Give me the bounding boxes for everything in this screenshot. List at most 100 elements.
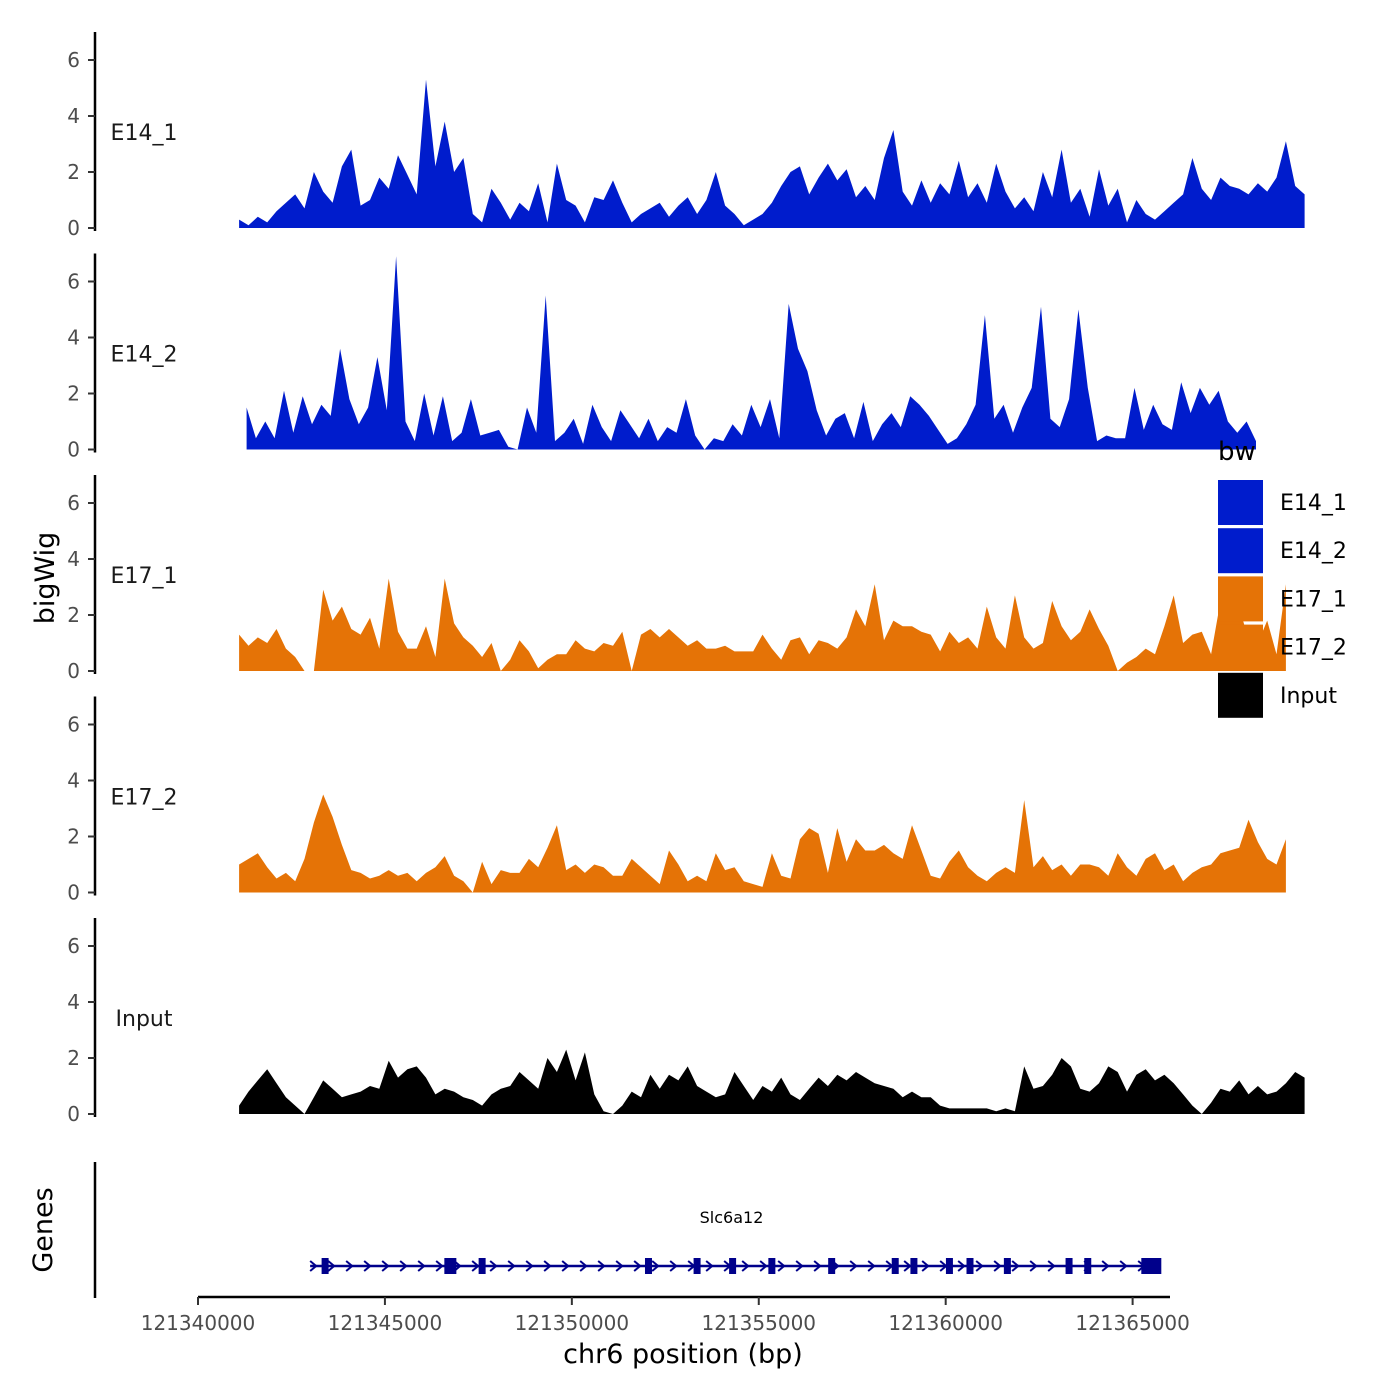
strand-arrow-icon: [777, 1260, 786, 1272]
strand-arrow-icon: [993, 1260, 1002, 1272]
legend-items: E14_1 E14_2 E17_1 E17_2 Input: [1218, 480, 1347, 718]
strand-arrow-icon: [543, 1260, 552, 1272]
track-label-input: Input: [116, 1007, 173, 1032]
x-tick-label: 121345000: [328, 1311, 443, 1335]
signal-area-e17-2: [239, 794, 1286, 893]
track-panel-e17-1: 0 2 4 6 E17_1: [67, 475, 1286, 683]
strand-arrow-icon: [435, 1260, 444, 1272]
gene-model-slc6a12: [309, 1258, 1162, 1274]
strand-arrow-icon: [345, 1260, 354, 1272]
legend-swatch-e14_2: [1218, 528, 1263, 574]
gene-exon: [966, 1258, 974, 1274]
strand-arrow-icon: [813, 1260, 822, 1272]
strand-arrow-icon: [597, 1260, 606, 1272]
y-tick-label: 6: [67, 48, 80, 72]
legend-swatch-e17_2: [1218, 624, 1263, 670]
track-panel-e14-2: 0 2 4 6 E14_2: [67, 253, 1257, 462]
y-tick-label: 6: [67, 713, 80, 737]
y-tick-label: 4: [67, 326, 80, 350]
strand-arrow-icon: [1029, 1260, 1038, 1272]
y-tick-label: 2: [67, 825, 80, 849]
strand-arrow-icon: [471, 1260, 480, 1272]
strand-arrow-icon: [1119, 1260, 1128, 1272]
strand-arrow-icon: [669, 1260, 678, 1272]
x-axis-ticks: 121340000 121345000 121350000 121355000 1213…: [141, 1297, 1190, 1335]
y-tick-label: 2: [67, 603, 80, 627]
gene-exon: [444, 1258, 457, 1274]
strand-arrow-icon: [975, 1260, 984, 1272]
gene-name-label: Slc6a12: [700, 1208, 764, 1227]
y-tick-label: 4: [67, 990, 80, 1014]
strand-arrow-icon: [507, 1260, 516, 1272]
y-tick-label: 6: [67, 270, 80, 294]
strand-arrow-icon: [867, 1260, 876, 1272]
x-axis: 121340000 121345000 121350000 121355000 1213…: [141, 1295, 1190, 1370]
gene-exon: [828, 1258, 836, 1274]
gene-exon: [1003, 1258, 1011, 1274]
legend-title: bw: [1218, 437, 1256, 467]
strand-arrow-icon: [633, 1260, 642, 1272]
strand-arrow-icon: [561, 1260, 570, 1272]
y-tick-label: 0: [67, 659, 80, 683]
x-tick-label: 121365000: [1075, 1311, 1190, 1335]
y-tick-label: 2: [67, 160, 80, 184]
genes-track: Genes Slc6a12: [28, 1162, 1162, 1298]
strand-arrow-icon: [957, 1260, 966, 1272]
gene-exon: [693, 1258, 701, 1274]
y-tick-label: 0: [67, 881, 80, 905]
strand-arrow-icon: [363, 1260, 372, 1272]
gene-exon: [1141, 1258, 1162, 1274]
track-panel-e17-2: 0 2 4 6 E17_2: [67, 696, 1286, 905]
y-tick-label: 4: [67, 104, 80, 128]
track-label-e14-1: E14_1: [111, 121, 178, 146]
strand-arrow-icon: [525, 1260, 534, 1272]
strand-arrow-icon: [903, 1260, 912, 1272]
strand-arrow-icon: [651, 1260, 660, 1272]
strand-arrow-icon: [579, 1260, 588, 1272]
gene-exon: [478, 1258, 486, 1274]
strand-arrow-icon: [921, 1260, 930, 1272]
y-tick-label: 4: [67, 547, 80, 571]
y-tick-label: 0: [67, 438, 80, 462]
y-tick-label: 4: [67, 769, 80, 793]
genes-track-title: Genes: [28, 1187, 59, 1272]
strand-arrow-icon: [1047, 1260, 1056, 1272]
y-tick-label: 6: [67, 491, 80, 515]
gene-exon: [945, 1258, 953, 1274]
signal-tracks: 0 2 4 6 E14_1 0 2 4 6 E14_2 0 2 4 6 E17_1 0 2 4 6 E17_2 0 2 4 6…: [67, 32, 1305, 1126]
signal-area-input: [239, 1049, 1305, 1114]
legend-label-e14_2: E14_2: [1280, 539, 1347, 564]
strand-arrow-icon: [615, 1260, 624, 1272]
legend-label-e17_1: E17_1: [1280, 587, 1347, 612]
track-label-e17-2: E17_2: [111, 785, 178, 810]
legend-swatch-e14_1: [1218, 480, 1263, 525]
strand-arrow-icon: [705, 1260, 714, 1272]
strand-arrow-icon: [741, 1260, 750, 1272]
strand-arrow-icon: [309, 1260, 318, 1272]
strand-arrow-icon: [399, 1260, 408, 1272]
strand-arrow-icon: [327, 1260, 336, 1272]
gene-exon: [910, 1258, 918, 1274]
strand-arrow-icon: [417, 1260, 426, 1272]
signal-area-e14-1: [239, 79, 1305, 228]
y-tick-label: 2: [67, 1046, 80, 1070]
track-panel-e14-1: 0 2 4 6 E14_1: [67, 32, 1305, 240]
legend: bw E14_1 E14_2 E17_1 E17_2 Input: [1218, 437, 1347, 718]
y-axis-title: bigWig: [30, 532, 61, 625]
track-label-e17-1: E17_1: [111, 564, 178, 589]
strand-arrow-icon: [759, 1260, 768, 1272]
x-axis-title: chr6 position (bp): [563, 1339, 803, 1370]
x-tick-label: 121360000: [888, 1311, 1003, 1335]
signal-area-e17-1: [239, 578, 1286, 671]
strand-arrow-icon: [1011, 1260, 1020, 1272]
legend-swatch-input: [1218, 672, 1263, 718]
gene-exon: [1084, 1258, 1092, 1274]
legend-label-e17_2: E17_2: [1280, 636, 1347, 661]
track-label-e14-2: E14_2: [111, 342, 178, 367]
x-tick-label: 121355000: [702, 1311, 817, 1335]
strand-arrow-icon: [489, 1260, 498, 1272]
gene-exon: [768, 1258, 776, 1274]
strand-arrow-icon: [795, 1260, 804, 1272]
y-tick-label: 6: [67, 934, 80, 958]
